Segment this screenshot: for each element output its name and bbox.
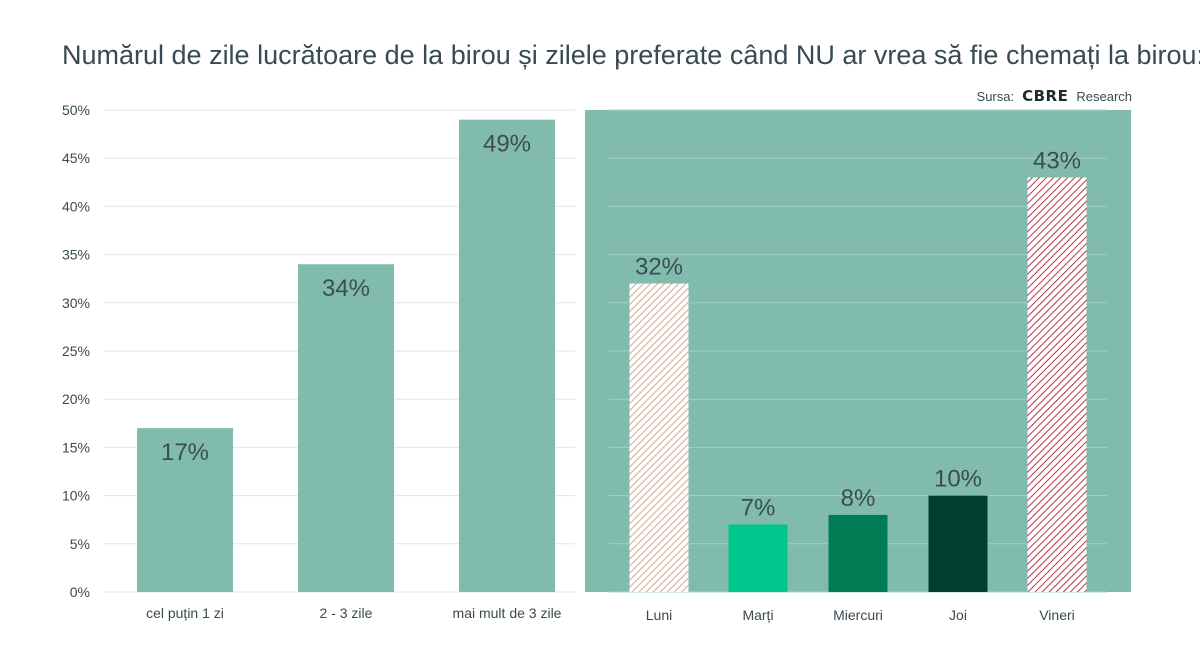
bar-luni [629, 283, 689, 592]
source-suffix: Research [1076, 88, 1132, 104]
category-label: mai mult de 3 zile [453, 605, 562, 621]
y-tick-label: 25% [62, 343, 90, 359]
y-tick-label: 50% [62, 102, 90, 118]
cbre-logo: CBRE [1022, 87, 1069, 105]
bars [137, 119, 1087, 593]
labels: 17% cel puțin 1 zi 34% 2 - 3 zile 49% mai mul… [146, 131, 1081, 623]
data-label: 43% [1033, 147, 1081, 174]
source-credit: Sursa: CBRE Research [977, 87, 1132, 105]
y-tick-label: 40% [62, 198, 90, 214]
data-label: 8% [841, 485, 876, 512]
data-label: 49% [483, 131, 531, 158]
bar-miercuri [828, 514, 888, 592]
y-axis: 0% 5% 10% 15% 20% 25% 30% 35% 40% 45% 50% [62, 102, 90, 600]
y-tick-label: 5% [70, 536, 90, 552]
bar-vineri [1027, 177, 1087, 593]
data-label: 34% [322, 275, 370, 302]
category-label: Joi [949, 607, 967, 623]
chart-title: Numărul de zile lucrătoare de la birou ș… [62, 40, 1200, 70]
bar-marți [728, 524, 788, 592]
y-tick-label: 35% [62, 247, 90, 263]
category-label: 2 - 3 zile [320, 605, 373, 621]
category-label: cel puțin 1 zi [146, 605, 224, 621]
bar-1 [137, 428, 233, 592]
y-tick-label: 15% [62, 439, 90, 455]
y-tick-label: 20% [62, 391, 90, 407]
y-tick-label: 45% [62, 150, 90, 166]
data-label: 10% [934, 466, 982, 493]
category-label: Vineri [1039, 607, 1075, 623]
y-tick-label: 10% [62, 488, 90, 504]
data-label: 7% [741, 495, 776, 522]
category-label: Miercuri [833, 607, 883, 623]
source-label: Sursa: [976, 88, 1015, 104]
data-label: 32% [635, 254, 683, 281]
category-label: Luni [646, 607, 672, 623]
category-label: Marți [742, 607, 773, 623]
y-tick-label: 30% [62, 295, 90, 311]
bar-3 [459, 119, 555, 592]
y-tick-label: 0% [70, 584, 90, 600]
data-label: 17% [161, 439, 209, 466]
bar-2 [298, 264, 394, 592]
bar-joi [928, 495, 988, 592]
